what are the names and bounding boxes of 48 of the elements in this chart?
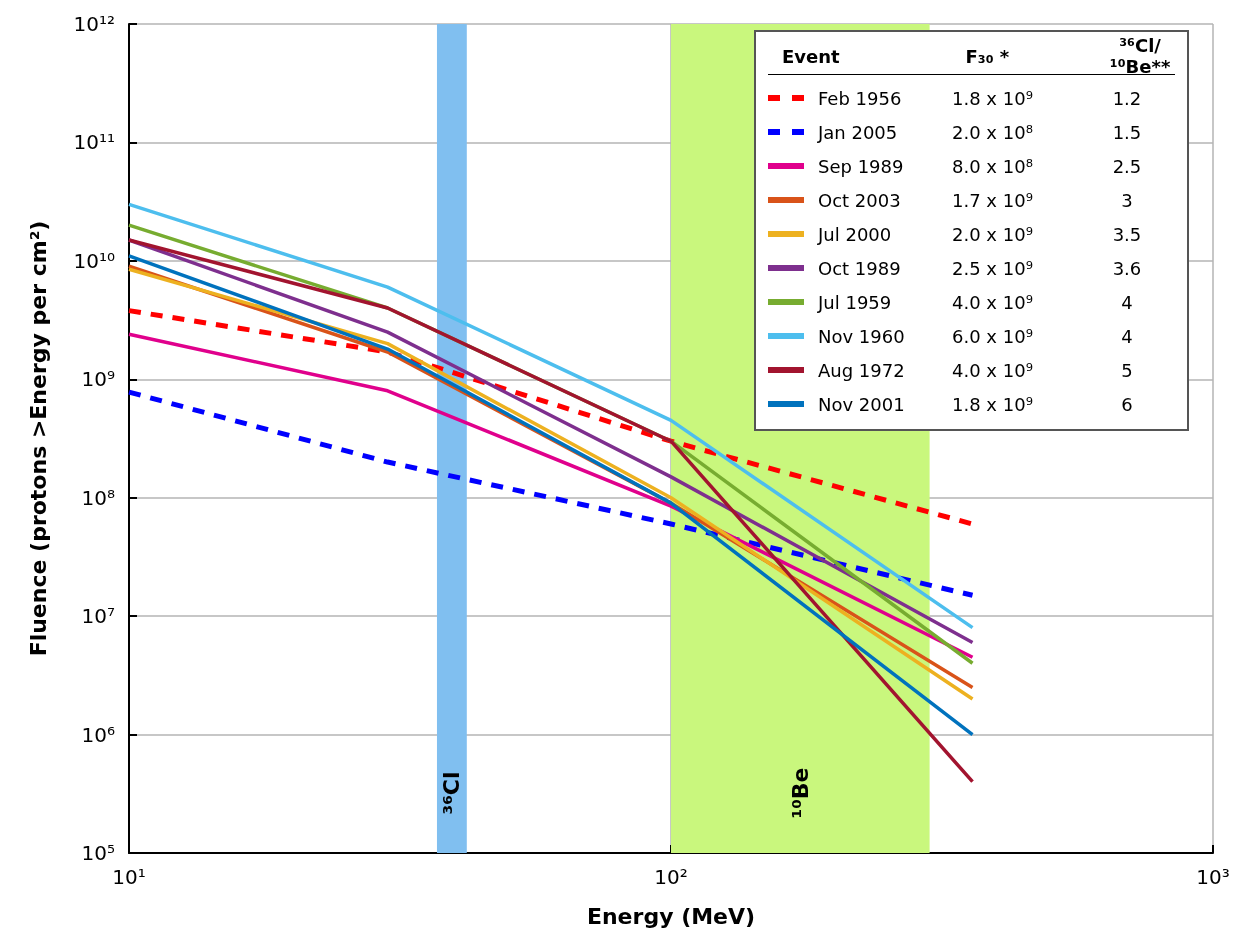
- annotation: 2.5 x 10⁹: [952, 257, 1034, 279]
- legend-label: Feb 1956: [818, 87, 903, 109]
- annotation: 3: [1120, 189, 1134, 211]
- legend-label: Jan 2005: [818, 121, 899, 143]
- y-axis-title: Fluence (protons >Energy per cm²): [25, 220, 51, 657]
- legend-label: Nov 1960: [818, 325, 906, 347]
- x-tick-label: 10³: [1196, 865, 1230, 889]
- y-tick-label: 10⁶: [81, 722, 115, 747]
- y-tick-label: 10¹¹: [73, 130, 115, 155]
- y-tick-label: 10⁹: [81, 367, 115, 392]
- annotation: 5: [1120, 359, 1134, 381]
- annotation: 1.2: [1111, 87, 1143, 109]
- annotation: 1.8 x 10⁹: [952, 87, 1034, 109]
- annotation: 4: [1120, 291, 1134, 313]
- annotation: 4.0 x 10⁹: [952, 359, 1034, 381]
- annotation: 1.5: [1111, 121, 1143, 143]
- y-tick-label: 10⁸: [81, 485, 115, 510]
- annotation: 1.7 x 10⁹: [952, 189, 1034, 211]
- legend-label: Aug 1972: [818, 359, 906, 381]
- legend-label: Jul 1959: [818, 291, 893, 313]
- annotation: F₃₀ *: [965, 45, 1011, 67]
- annotation: 8.0 x 10⁸: [952, 155, 1034, 177]
- annotation: 4: [1120, 325, 1134, 347]
- band-label: ³⁶Cl: [439, 771, 465, 815]
- legend-label: Jul 2000: [818, 223, 893, 245]
- x-axis-title: Energy (MeV): [586, 903, 756, 929]
- annotation: ³⁶Cl/¹⁰Be**: [1108, 35, 1172, 77]
- legend-label: Oct 2003: [818, 189, 902, 211]
- annotation: 2.5: [1111, 155, 1143, 177]
- y-tick-label: 10⁷: [81, 604, 115, 629]
- annotation: Event: [781, 45, 841, 67]
- annotation: 2.0 x 10⁸: [952, 121, 1034, 143]
- y-tick-label: 10¹⁰: [73, 248, 115, 273]
- band-label: ¹⁰Be: [787, 767, 813, 819]
- annotation: 3.6: [1111, 257, 1143, 279]
- y-tick-label: 10⁵: [81, 841, 115, 865]
- annotation: 3.5: [1111, 223, 1143, 245]
- legend-label: Oct 1989: [818, 257, 902, 279]
- annotation: 6: [1120, 393, 1134, 415]
- y-tick-label: 10¹²: [73, 12, 115, 36]
- x-tick-label: 10¹: [112, 865, 146, 889]
- annotation: 2.0 x 10⁹: [952, 223, 1034, 245]
- annotation: 6.0 x 10⁹: [952, 325, 1034, 347]
- legend-label: Sep 1989: [818, 155, 905, 177]
- annotation: 1.8 x 10⁹: [952, 393, 1034, 415]
- x-tick-label: 10²: [654, 865, 688, 889]
- legend-label: Nov 2001: [818, 393, 906, 415]
- annotation: 4.0 x 10⁹: [952, 291, 1034, 313]
